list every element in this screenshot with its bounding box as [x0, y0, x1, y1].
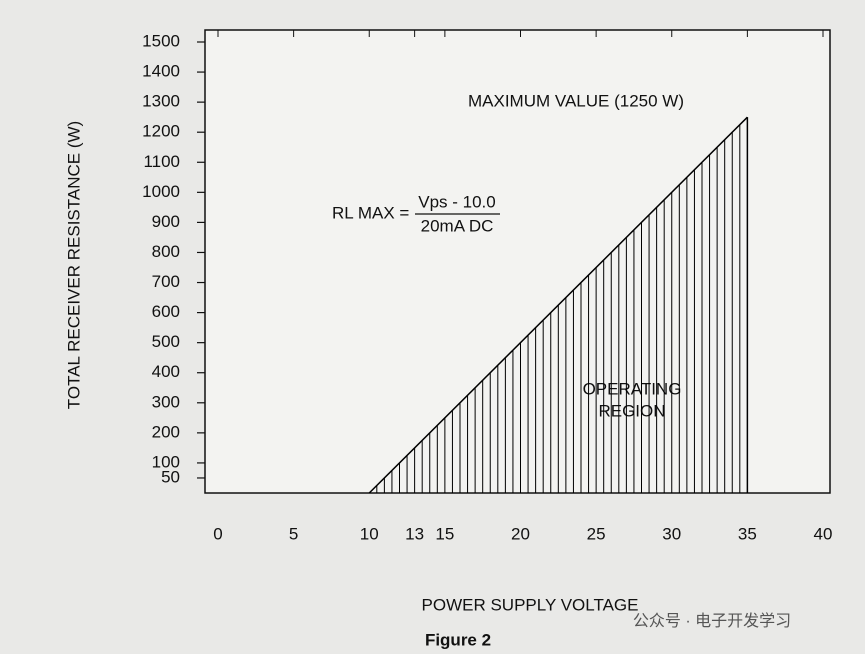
annotation: OPERATING [583, 379, 682, 398]
annotation: 20mA DC [421, 216, 494, 235]
watermark: 公众号 · 电子开发学习 [633, 612, 791, 630]
x-axis-label: POWER SUPPLY VOLTAGE [422, 595, 639, 614]
x-tick-label: 13 [405, 524, 424, 543]
y-tick-label: 1000 [142, 182, 180, 201]
y-tick-label: 200 [152, 422, 180, 441]
x-tick-label: 20 [511, 524, 530, 543]
y-tick-label: 1300 [142, 92, 180, 111]
y-tick-label: 50 [161, 467, 180, 486]
y-tick-label: 300 [152, 392, 180, 411]
x-tick-label: 5 [289, 524, 298, 543]
y-tick-label: 1400 [142, 62, 180, 81]
plot-frame [204, 29, 831, 494]
y-tick-label: 1200 [142, 122, 180, 141]
y-tick-label: 1100 [143, 152, 180, 171]
annotation: MAXIMUM VALUE (1250 W) [468, 91, 684, 110]
chart-title: Figure 2 [425, 630, 491, 649]
x-tick-label: 30 [662, 524, 681, 543]
y-tick-label: 1500 [142, 31, 180, 50]
x-tick-label: 40 [814, 524, 833, 543]
y-tick-label: 800 [152, 242, 180, 261]
limit-line [368, 116, 748, 494]
y-axis-label: TOTAL RECEIVER RESISTANCE (W) [64, 121, 83, 409]
x-tick-label: 10 [360, 524, 379, 543]
y-tick-label: 500 [152, 332, 180, 351]
annotation: RL MAX = [332, 203, 409, 222]
y-tick-label: 900 [152, 212, 180, 231]
annotation: Vps - 10.0 [418, 192, 496, 211]
x-tick-label: 25 [587, 524, 606, 543]
x-tick-label: 0 [213, 524, 222, 543]
x-tick-label: 35 [738, 524, 757, 543]
y-tick-label: 400 [152, 362, 180, 381]
y-tick-label: 100 [152, 452, 180, 471]
x-tick-label: 15 [435, 524, 454, 543]
y-tick-label: 600 [152, 302, 180, 321]
y-tick-label: 700 [152, 272, 180, 291]
annotation: REGION [598, 401, 665, 420]
